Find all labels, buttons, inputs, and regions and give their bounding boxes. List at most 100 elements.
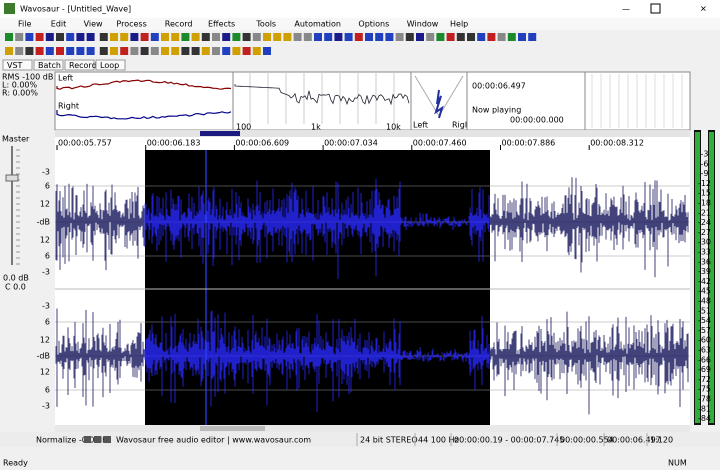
menu-item[interactable]: Tools xyxy=(255,20,276,29)
toolbar-button[interactable] xyxy=(222,33,231,41)
tab-label[interactable]: Batch xyxy=(38,61,61,70)
toolbar-button[interactable] xyxy=(212,33,220,41)
toolbar-button[interactable] xyxy=(497,33,506,41)
toolbar-button[interactable] xyxy=(66,47,75,55)
toolbar-button[interactable] xyxy=(191,47,200,55)
menu-item[interactable]: Edit xyxy=(51,20,67,29)
toolbar-button[interactable] xyxy=(334,33,343,41)
toolbar-button[interactable] xyxy=(252,47,261,55)
toolbar-button[interactable] xyxy=(201,33,210,41)
toolbar-button[interactable] xyxy=(35,47,44,55)
close-button[interactable]: ✕ xyxy=(700,5,707,14)
status-icon[interactable] xyxy=(94,436,101,443)
toolbar-button[interactable] xyxy=(181,33,190,41)
tab-label[interactable]: Loop xyxy=(100,61,119,70)
toolbar-button[interactable] xyxy=(477,33,486,41)
menu-item[interactable]: Process xyxy=(116,20,146,29)
toolbar-button[interactable] xyxy=(76,47,85,55)
menu-item[interactable]: File xyxy=(18,20,31,29)
toolbar-button[interactable] xyxy=(212,47,220,55)
toolbar-button[interactable] xyxy=(446,33,455,41)
toolbar-button[interactable] xyxy=(232,47,241,55)
tab[interactable] xyxy=(33,59,64,71)
toolbar-button[interactable] xyxy=(110,47,118,55)
minimize-button[interactable]: — xyxy=(622,5,630,14)
toolbar-button[interactable] xyxy=(15,33,24,41)
toolbar-button[interactable] xyxy=(365,33,373,41)
toolbar-button[interactable] xyxy=(191,33,200,41)
menu-item[interactable]: Window xyxy=(407,20,439,29)
toolbar-button[interactable] xyxy=(110,33,118,41)
toolbar-button[interactable] xyxy=(242,47,251,55)
status-icon[interactable] xyxy=(104,436,111,443)
toolbar-button[interactable] xyxy=(201,47,210,55)
toolbar-button[interactable] xyxy=(416,33,424,41)
toolbar-button[interactable] xyxy=(324,33,333,41)
menu-item[interactable]: View xyxy=(84,20,103,29)
toolbar-button[interactable] xyxy=(120,47,129,55)
tab[interactable] xyxy=(2,59,33,71)
status-icon[interactable] xyxy=(84,436,91,443)
toolbar-button[interactable] xyxy=(161,33,169,41)
toolbar-button[interactable] xyxy=(99,33,108,41)
toolbar-button[interactable] xyxy=(161,47,169,55)
toolbar-button[interactable] xyxy=(528,33,537,41)
tab[interactable] xyxy=(64,59,95,71)
menu-item[interactable]: Effects xyxy=(208,20,235,29)
toolbar-button[interactable] xyxy=(518,33,526,41)
toolbar-button[interactable] xyxy=(314,33,322,41)
toolbar-button[interactable] xyxy=(232,33,241,41)
toolbar-button[interactable] xyxy=(171,33,180,41)
toolbar-button[interactable] xyxy=(45,47,54,55)
toolbar-button[interactable] xyxy=(5,47,13,55)
toolbar-button[interactable] xyxy=(66,33,75,41)
menu-item[interactable]: Automation xyxy=(294,20,341,29)
toolbar-button[interactable] xyxy=(86,33,95,41)
toolbar-button[interactable] xyxy=(263,47,271,55)
toolbar-button[interactable] xyxy=(222,47,231,55)
overview-thumb[interactable] xyxy=(200,131,240,136)
toolbar-button[interactable] xyxy=(130,33,139,41)
toolbar-button[interactable] xyxy=(120,33,129,41)
toolbar-button[interactable] xyxy=(35,33,44,41)
toolbar-button[interactable] xyxy=(5,33,13,41)
toolbar-button[interactable] xyxy=(375,33,384,41)
toolbar-button[interactable] xyxy=(436,33,445,41)
toolbar-button[interactable] xyxy=(76,33,85,41)
toolbar-button[interactable] xyxy=(283,33,292,41)
toolbar-button[interactable] xyxy=(181,47,190,55)
toolbar-button[interactable] xyxy=(99,47,108,55)
toolbar-button[interactable] xyxy=(45,33,54,41)
toolbar-button[interactable] xyxy=(273,33,282,41)
toolbar-button[interactable] xyxy=(293,33,302,41)
toolbar-button[interactable] xyxy=(487,33,496,41)
toolbar-button[interactable] xyxy=(242,33,251,41)
toolbar-button[interactable] xyxy=(263,33,271,41)
toolbar-button[interactable] xyxy=(303,33,312,41)
toolbar-button[interactable] xyxy=(467,33,475,41)
maximize-button[interactable] xyxy=(650,3,661,14)
toolbar-button[interactable] xyxy=(507,33,516,41)
tab-label[interactable]: VST xyxy=(7,61,23,70)
toolbar-button[interactable] xyxy=(130,47,139,55)
toolbar-button[interactable] xyxy=(140,47,149,55)
toolbar-button[interactable] xyxy=(385,33,394,41)
toolbar-button[interactable] xyxy=(25,47,34,55)
toolbar-button[interactable] xyxy=(56,33,64,41)
toolbar-button[interactable] xyxy=(354,33,363,41)
status-link[interactable]: Wavosaur free audio editor | www.wavosau… xyxy=(116,436,311,445)
tab-label[interactable]: Recording xyxy=(69,61,109,70)
toolbar-button[interactable] xyxy=(150,47,159,55)
menu-item[interactable]: Options xyxy=(358,20,389,29)
toolbar-button[interactable] xyxy=(15,47,24,55)
toolbar-button[interactable] xyxy=(395,33,404,41)
toolbar-button[interactable] xyxy=(344,33,353,41)
toolbar-button[interactable] xyxy=(86,47,95,55)
toolbar-button[interactable] xyxy=(140,33,149,41)
toolbar-button[interactable] xyxy=(456,33,465,41)
toolbar-button[interactable] xyxy=(171,47,180,55)
toolbar-button[interactable] xyxy=(25,33,34,41)
toolbar-button[interactable] xyxy=(150,33,159,41)
fader-knob[interactable] xyxy=(5,174,19,182)
toolbar-button[interactable] xyxy=(56,47,64,55)
